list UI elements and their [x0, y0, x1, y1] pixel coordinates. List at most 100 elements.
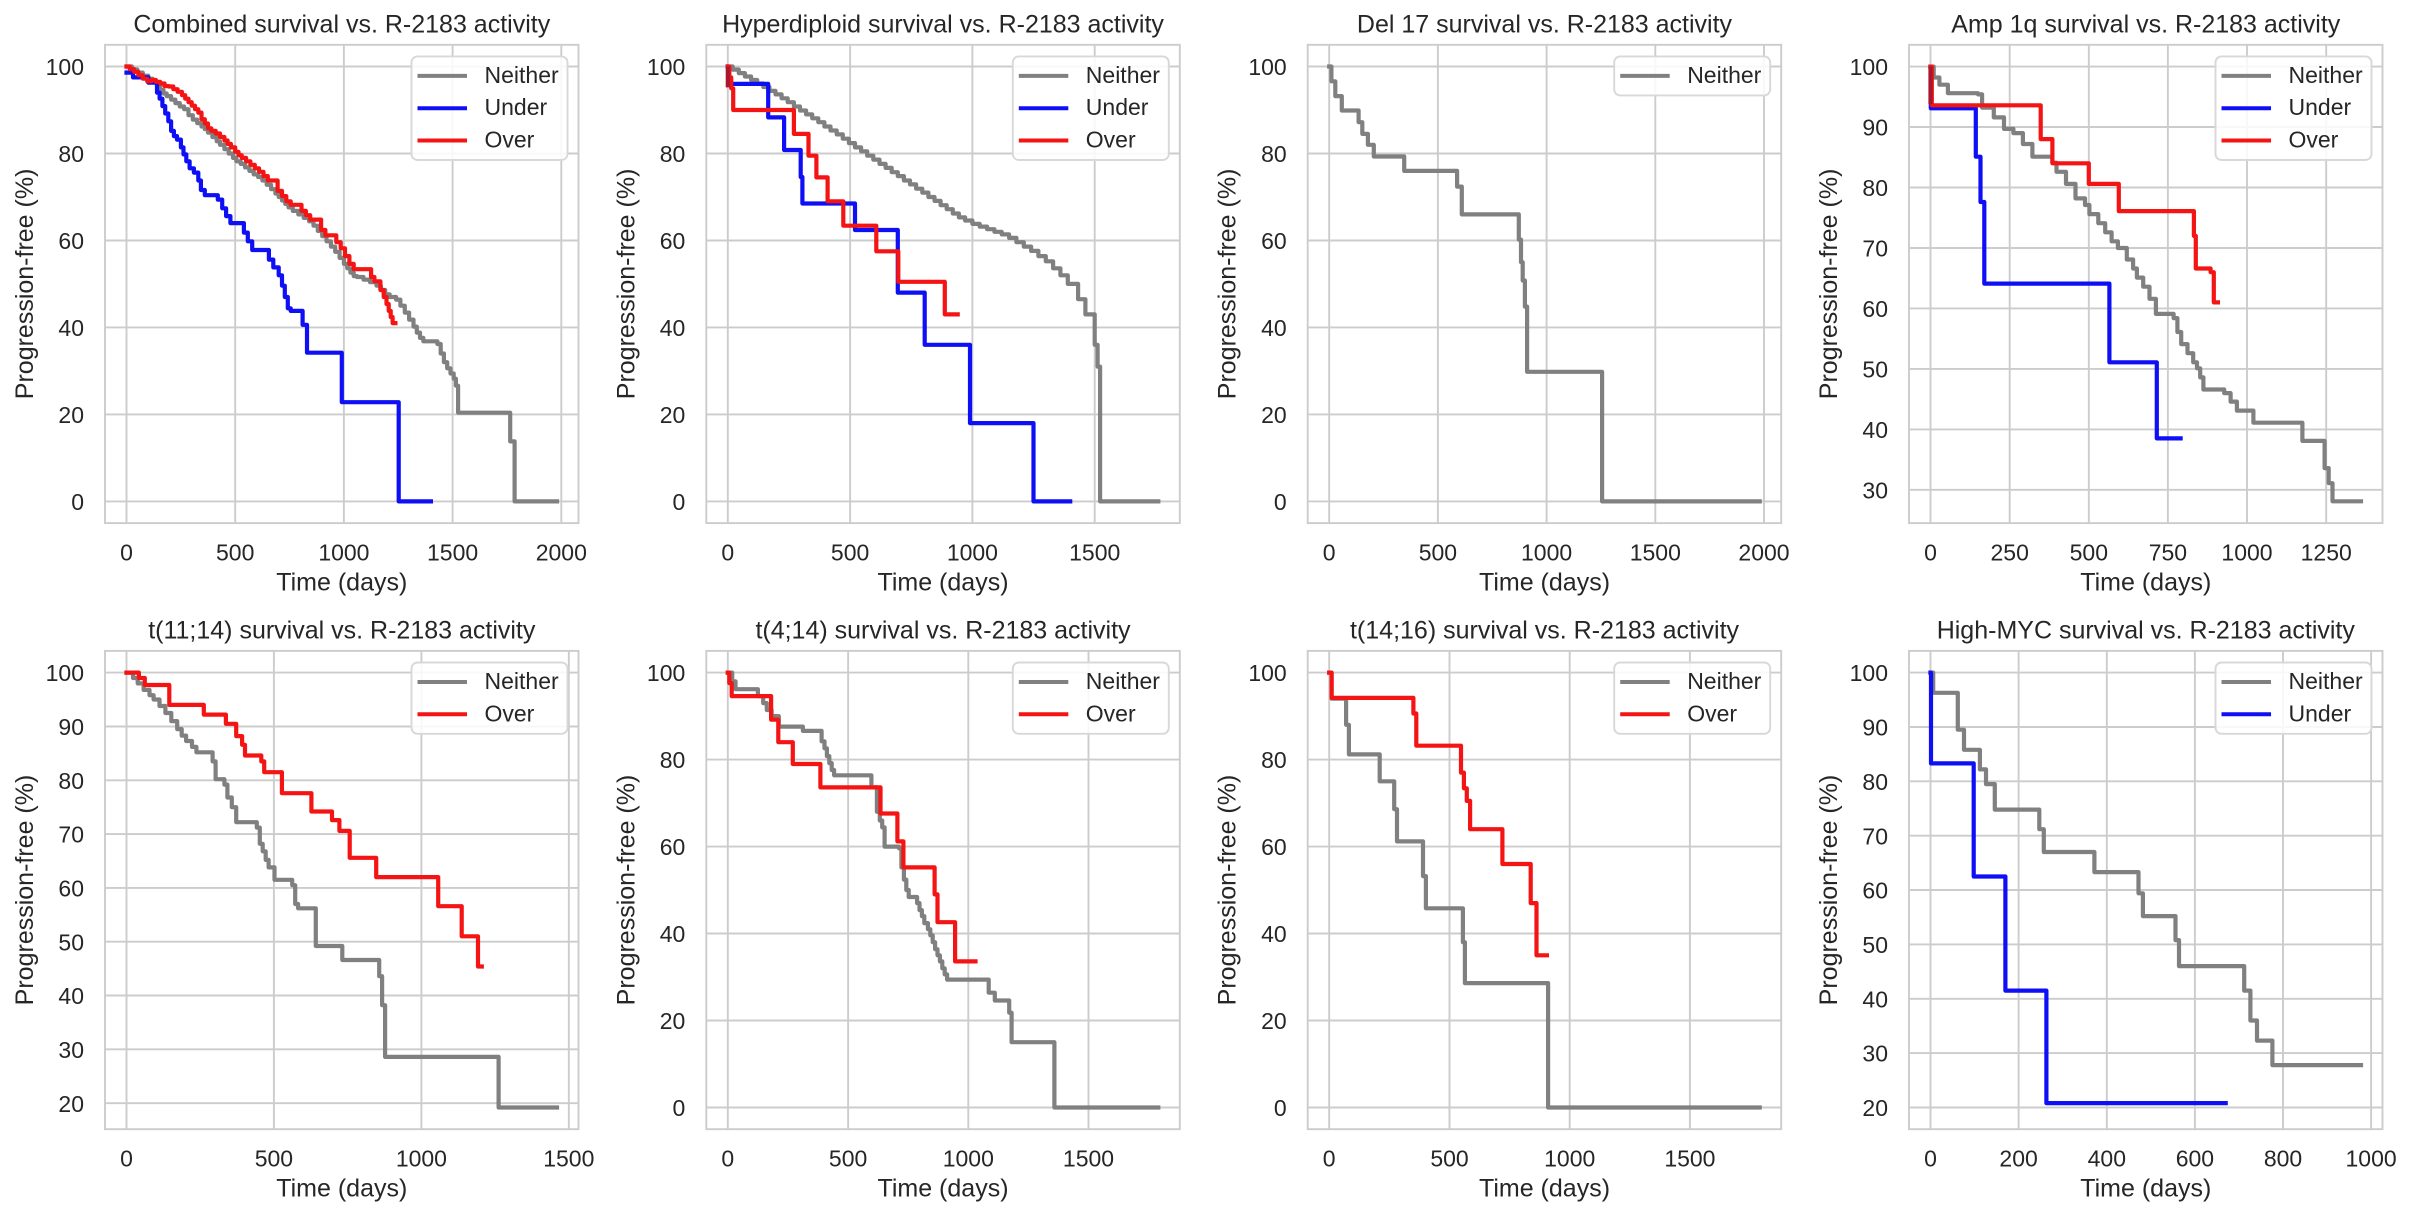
svg-text:50: 50: [1862, 357, 1888, 383]
svg-text:20: 20: [58, 1091, 84, 1117]
svg-text:Over: Over: [1687, 700, 1737, 726]
svg-text:1250: 1250: [2301, 539, 2352, 565]
svg-text:Time (days): Time (days): [2080, 569, 2211, 597]
svg-text:800: 800: [2264, 1146, 2302, 1172]
svg-text:100: 100: [1248, 54, 1286, 80]
svg-text:400: 400: [2088, 1146, 2126, 1172]
svg-text:600: 600: [2176, 1146, 2214, 1172]
svg-text:Under: Under: [2289, 94, 2352, 120]
svg-text:40: 40: [660, 921, 686, 947]
svg-text:80: 80: [1261, 141, 1287, 167]
svg-text:0: 0: [1924, 1146, 1937, 1172]
svg-text:Amp 1q survival vs. R-2183 act: Amp 1q survival vs. R-2183 activity: [1951, 10, 2341, 38]
svg-text:30: 30: [58, 1037, 84, 1063]
svg-text:100: 100: [46, 54, 84, 80]
svg-text:Progression-free (%): Progression-free (%): [1214, 775, 1242, 1006]
svg-text:0: 0: [1323, 1146, 1336, 1172]
svg-text:100: 100: [1850, 660, 1888, 686]
svg-text:Time (days): Time (days): [1479, 1175, 1610, 1203]
svg-text:Time (days): Time (days): [2080, 1175, 2211, 1203]
svg-text:2000: 2000: [1738, 539, 1789, 565]
svg-text:100: 100: [1850, 54, 1888, 80]
svg-text:Under: Under: [485, 94, 548, 120]
svg-text:Time (days): Time (days): [1479, 569, 1610, 597]
svg-text:500: 500: [829, 1146, 867, 1172]
svg-text:t(4;14) survival vs. R-2183 ac: t(4;14) survival vs. R-2183 activity: [755, 616, 1131, 644]
svg-text:Combined survival vs. R-2183 a: Combined survival vs. R-2183 activity: [133, 10, 550, 38]
svg-text:60: 60: [660, 228, 686, 254]
svg-text:20: 20: [660, 402, 686, 428]
svg-text:1500: 1500: [543, 1146, 594, 1172]
svg-text:1000: 1000: [318, 539, 369, 565]
svg-text:20: 20: [1261, 402, 1287, 428]
svg-text:20: 20: [58, 402, 84, 428]
svg-text:Hyperdiploid survival vs. R-21: Hyperdiploid survival vs. R-2183 activit…: [722, 10, 1164, 38]
svg-text:1000: 1000: [396, 1146, 447, 1172]
svg-text:250: 250: [1991, 539, 2029, 565]
svg-text:Over: Over: [485, 700, 535, 726]
svg-text:50: 50: [58, 929, 84, 955]
svg-text:0: 0: [71, 489, 84, 515]
svg-text:80: 80: [660, 141, 686, 167]
svg-text:500: 500: [831, 539, 869, 565]
svg-text:20: 20: [660, 1008, 686, 1034]
svg-text:40: 40: [1261, 315, 1287, 341]
svg-text:30: 30: [1862, 477, 1888, 503]
svg-text:0: 0: [1323, 539, 1336, 565]
svg-text:Del 17 survival vs. R-2183 act: Del 17 survival vs. R-2183 activity: [1357, 10, 1733, 38]
svg-text:40: 40: [660, 315, 686, 341]
svg-text:Progression-free (%): Progression-free (%): [11, 169, 39, 400]
svg-text:90: 90: [58, 714, 84, 740]
svg-text:Neither: Neither: [485, 668, 559, 694]
svg-text:200: 200: [1999, 1146, 2037, 1172]
svg-text:Neither: Neither: [1086, 62, 1160, 88]
svg-text:20: 20: [1261, 1008, 1287, 1034]
svg-text:100: 100: [647, 54, 685, 80]
svg-text:Neither: Neither: [1086, 668, 1160, 694]
svg-text:0: 0: [120, 539, 133, 565]
svg-text:500: 500: [2070, 539, 2108, 565]
svg-text:60: 60: [1261, 834, 1287, 860]
svg-text:1500: 1500: [1664, 1146, 1715, 1172]
svg-text:Over: Over: [485, 127, 535, 153]
svg-text:1000: 1000: [2346, 1146, 2397, 1172]
svg-text:0: 0: [120, 1146, 133, 1172]
svg-text:Neither: Neither: [485, 62, 559, 88]
svg-text:1000: 1000: [1521, 539, 1572, 565]
svg-text:Progression-free (%): Progression-free (%): [612, 775, 640, 1006]
svg-text:Over: Over: [1086, 127, 1136, 153]
svg-text:Under: Under: [2289, 700, 2352, 726]
svg-text:Progression-free (%): Progression-free (%): [612, 169, 640, 400]
svg-text:90: 90: [1862, 115, 1888, 141]
svg-text:0: 0: [673, 1095, 686, 1121]
svg-text:500: 500: [1430, 1146, 1468, 1172]
svg-text:60: 60: [1862, 296, 1888, 322]
svg-text:80: 80: [1862, 769, 1888, 795]
svg-text:0: 0: [673, 489, 686, 515]
svg-text:500: 500: [216, 539, 254, 565]
svg-text:0: 0: [721, 1146, 734, 1172]
svg-text:20: 20: [1862, 1095, 1888, 1121]
svg-text:Time (days): Time (days): [276, 569, 407, 597]
svg-text:90: 90: [1862, 715, 1888, 741]
svg-text:80: 80: [58, 141, 84, 167]
svg-text:1000: 1000: [943, 1146, 994, 1172]
svg-text:Neither: Neither: [2289, 668, 2363, 694]
svg-text:80: 80: [1862, 175, 1888, 201]
svg-text:0: 0: [1274, 1095, 1287, 1121]
svg-text:60: 60: [1862, 878, 1888, 904]
svg-text:40: 40: [58, 315, 84, 341]
svg-text:Progression-free (%): Progression-free (%): [1815, 169, 1843, 400]
svg-text:0: 0: [1274, 489, 1287, 515]
svg-text:80: 80: [1261, 747, 1287, 773]
svg-text:1500: 1500: [1069, 539, 1120, 565]
svg-text:60: 60: [660, 834, 686, 860]
svg-text:2000: 2000: [536, 539, 587, 565]
svg-text:100: 100: [647, 660, 685, 686]
svg-text:40: 40: [1862, 986, 1888, 1012]
svg-text:40: 40: [1261, 921, 1287, 947]
svg-text:Over: Over: [1086, 700, 1136, 726]
svg-text:100: 100: [46, 660, 84, 686]
svg-text:50: 50: [1862, 932, 1888, 958]
svg-text:0: 0: [1924, 539, 1937, 565]
